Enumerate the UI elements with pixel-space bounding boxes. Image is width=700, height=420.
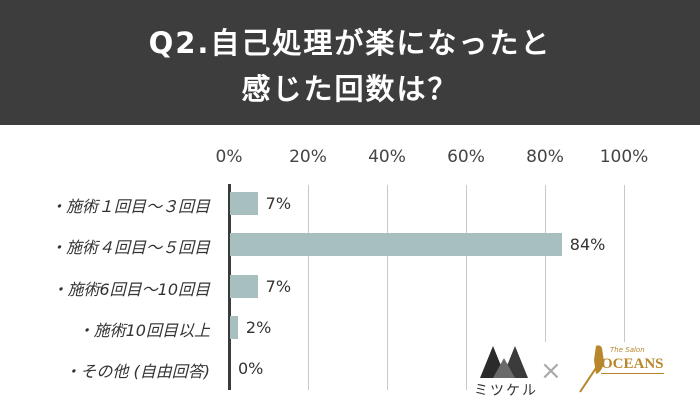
x-tick-label: 20% <box>289 147 327 167</box>
mitsukeru-logo-icon <box>480 346 528 378</box>
bar <box>230 275 258 298</box>
category-label: ・施術6回目〜10回目 <box>51 280 210 299</box>
value-label: 7% <box>265 277 292 296</box>
oceans-figure-icon <box>579 345 604 393</box>
bar <box>230 233 562 256</box>
title-line-2: 感じた回数は？ <box>241 72 459 106</box>
title-line-1: Q2.自己処理が楽になったと <box>148 26 552 60</box>
gridline <box>545 185 546 390</box>
x-tick-label: 0% <box>215 147 243 167</box>
x-tick-label: 40% <box>368 147 406 167</box>
gridline <box>466 185 467 390</box>
gridline <box>308 185 309 390</box>
y-axis-line <box>228 184 231 390</box>
separator-icon: × <box>540 356 562 386</box>
title-banner: Q2.自己処理が楽になったと 感じた回数は？ <box>0 0 700 125</box>
bar <box>230 316 238 339</box>
gridline <box>387 185 388 390</box>
oceans-logo-text: OCEANS <box>601 356 664 374</box>
category-label: ・施術10回目以上 <box>77 321 210 340</box>
x-tick-label: 60% <box>447 147 485 167</box>
value-label: 0% <box>238 359 264 378</box>
logo-area: ミツケル × The Salon OCEANS <box>470 342 670 404</box>
x-tick-label: 80% <box>526 147 564 167</box>
mitsukeru-logo-text: ミツケル <box>474 383 538 399</box>
value-label: 84% <box>569 235 606 254</box>
value-label: 2% <box>245 318 272 337</box>
category-label: ・その他 (自由回答) <box>64 362 210 381</box>
category-label: ・施術４回目〜５回目 <box>49 238 210 257</box>
oceans-small-text: The Salon <box>610 346 645 354</box>
x-tick-label: 100% <box>599 147 649 167</box>
category-label: ・施術１回目〜３回目 <box>49 197 210 216</box>
value-label: 7% <box>265 194 292 213</box>
gridline <box>624 185 625 390</box>
bar <box>230 192 258 215</box>
